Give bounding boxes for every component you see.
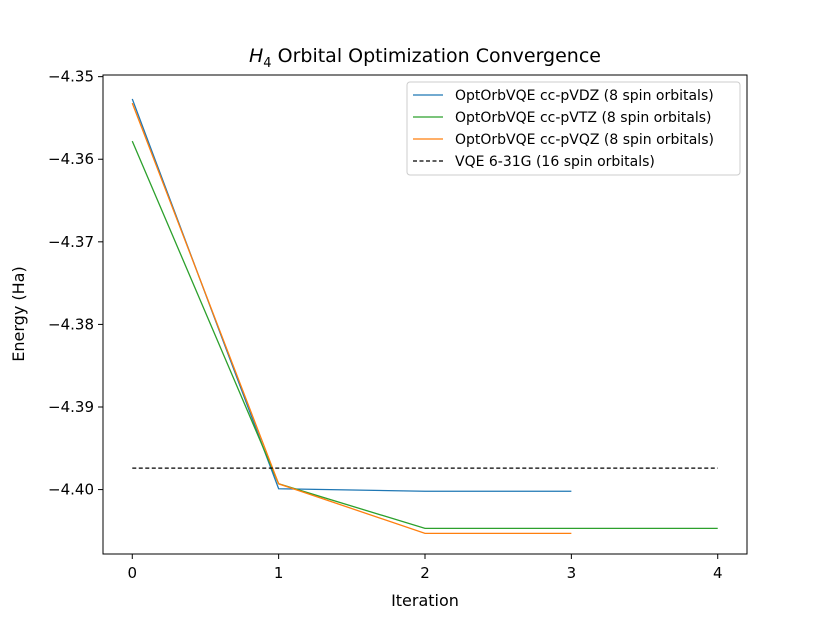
legend: OptOrbVQE cc-pVDZ (8 spin orbitals) OptOr…	[406, 81, 741, 176]
x-tick-label: 4	[713, 564, 723, 582]
x-axis-label: Iteration	[391, 591, 459, 610]
chart-title-symbol: H	[249, 45, 263, 67]
legend-label-1: OptOrbVQE cc-pVTZ (8 spin orbitals)	[455, 110, 711, 126]
x-tick-label: 1	[274, 564, 284, 582]
x-tick-label: 3	[567, 564, 577, 582]
chart-title-subscript: 4	[263, 56, 271, 71]
chart-title-rest: Orbital Optimization Convergence	[272, 45, 601, 67]
legend-label-2: OptOrbVQE cc-pVQZ (8 spin orbitals)	[455, 132, 714, 148]
y-tick-label: −4.38	[48, 315, 94, 333]
y-tick-label: −4.35	[48, 68, 94, 86]
x-tick-label: 2	[420, 564, 430, 582]
legend-box	[406, 81, 741, 176]
legend-label-3: VQE 6-31G (16 spin orbitals)	[455, 154, 655, 170]
series-line-1	[131, 140, 718, 530]
chart-title: H4 Orbital Optimization Convergence	[249, 45, 601, 71]
series-layer	[131, 98, 718, 534]
y-axis-label: Energy (Ha)	[9, 266, 28, 361]
axes-layer: 0 1 2 3 4 −4.35 −4.36 −4.37 −4.38 −4.39 −4.40	[48, 68, 748, 582]
y-tick-label: −4.36	[48, 150, 94, 168]
y-tick-label: −4.37	[48, 233, 94, 251]
y-tick-label: −4.39	[48, 398, 94, 416]
legend-label-0: OptOrbVQE cc-pVDZ (8 spin orbitals)	[455, 88, 714, 104]
series-line-2	[131, 102, 572, 534]
x-tick-label: 0	[127, 564, 137, 582]
y-tick-label: −4.40	[48, 481, 94, 499]
